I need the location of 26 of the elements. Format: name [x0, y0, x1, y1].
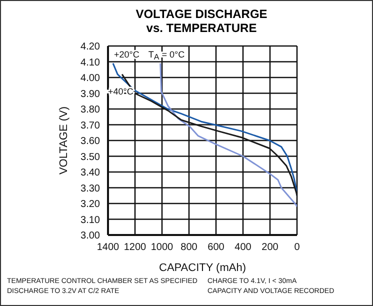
x-tick-label: 800: [180, 242, 198, 254]
y-tick-label: 3.90: [80, 88, 100, 100]
x-axis-title: CAPACITY (mAh): [159, 262, 246, 274]
y-tick-label: 3.50: [80, 152, 100, 163]
x-tick-label: 400: [234, 242, 252, 254]
y-tick-label: 3.30: [80, 183, 100, 194]
y-tick-label: 3.00: [80, 230, 100, 242]
y-tick-label: 3.60: [80, 136, 100, 148]
y-tick-label: 4.20: [80, 42, 100, 53]
y-axis-title: VOLTAGE (V): [58, 106, 70, 175]
line-series: [160, 62, 297, 208]
chart-title: VOLTAGE DISCHARGE: [134, 7, 268, 21]
x-tick-label: 1000: [150, 242, 174, 254]
y-tick-label: 3.20: [80, 199, 100, 210]
chart-subtitle: vs. TEMPERATURE: [145, 21, 258, 35]
x-tick-label: 600: [208, 242, 225, 254]
x-tick-label: 1400: [96, 242, 120, 254]
y-tick-label: 3.40: [80, 168, 100, 179]
y-tick-label: 4.10: [80, 57, 100, 68]
x-tick-label: 1200: [124, 242, 147, 254]
y-tick-label: 3.10: [80, 214, 100, 226]
y-tick-label: 3.80: [80, 104, 100, 116]
x-tick-label: 200: [262, 242, 279, 254]
y-tick-label: 3.70: [80, 120, 100, 132]
x-tick-label: 0: [294, 242, 300, 254]
y-tick-label: 4.00: [80, 73, 100, 84]
